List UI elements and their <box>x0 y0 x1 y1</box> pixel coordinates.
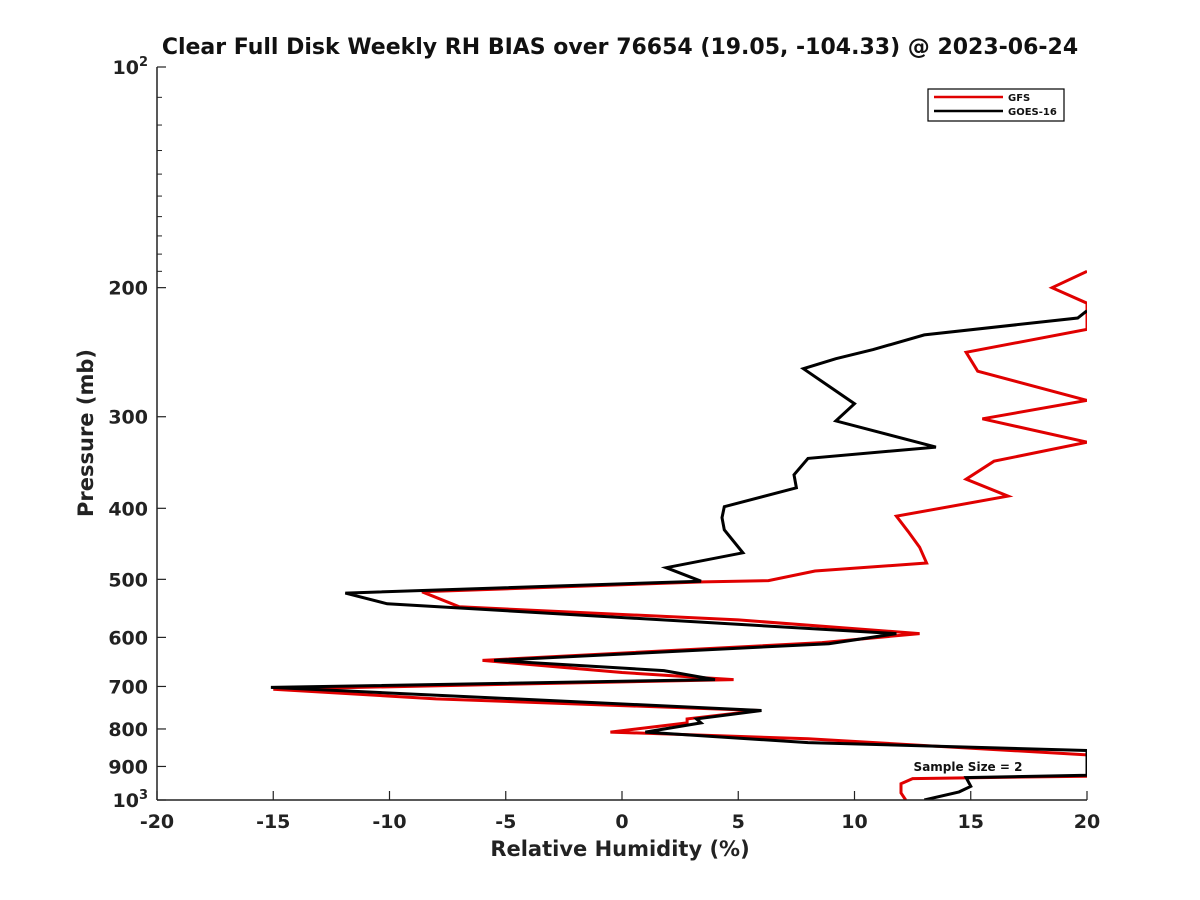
legend: GFS GOES-16 <box>927 88 1065 122</box>
y-tick-label: 300 <box>108 407 148 429</box>
x-tick-label: 0 <box>615 811 628 833</box>
x-tick-label: -5 <box>495 811 516 833</box>
series-layer <box>270 269 1087 800</box>
x-tick-label: 15 <box>958 811 984 833</box>
x-tick-label: -20 <box>140 811 174 833</box>
x-axis-label: Relative Humidity (%) <box>490 837 749 861</box>
x-tick-label: 20 <box>1074 811 1100 833</box>
y-tick-label: 103 <box>113 788 149 812</box>
legend-label-gfs: GFS <box>1008 93 1030 104</box>
axes-layer <box>156 66 1088 801</box>
sample-size-annotation: Sample Size = 2 <box>914 760 1023 774</box>
x-tick-label: -15 <box>256 811 290 833</box>
y-tick-label: 700 <box>108 676 148 698</box>
x-tick-label: -10 <box>372 811 406 833</box>
plot-area <box>157 67 1087 800</box>
y-tick-label: 102 <box>113 55 149 79</box>
series-line-goes16 <box>270 309 1087 800</box>
legend-label-goes16: GOES-16 <box>1008 107 1057 118</box>
y-tick-labels: 102 200 300 400 500 600 700 800 900 103 <box>108 55 148 812</box>
y-tick-label: 800 <box>108 719 148 741</box>
y-tick-label: 600 <box>108 627 148 649</box>
y-tick-label: 900 <box>108 756 148 778</box>
y-tick-label: 400 <box>108 498 148 520</box>
legend-box <box>927 88 1065 122</box>
y-tick-label: 200 <box>108 278 148 300</box>
chart-title: Clear Full Disk Weekly RH BIAS over 7665… <box>162 35 1078 60</box>
x-tick-label: 5 <box>732 811 745 833</box>
y-tick-label: 500 <box>108 569 148 591</box>
x-tick-label: 10 <box>841 811 867 833</box>
y-axis-label: Pressure (mb) <box>74 349 98 517</box>
x-tick-labels: -20 -15 -10 -5 0 5 10 15 20 <box>140 811 1100 833</box>
